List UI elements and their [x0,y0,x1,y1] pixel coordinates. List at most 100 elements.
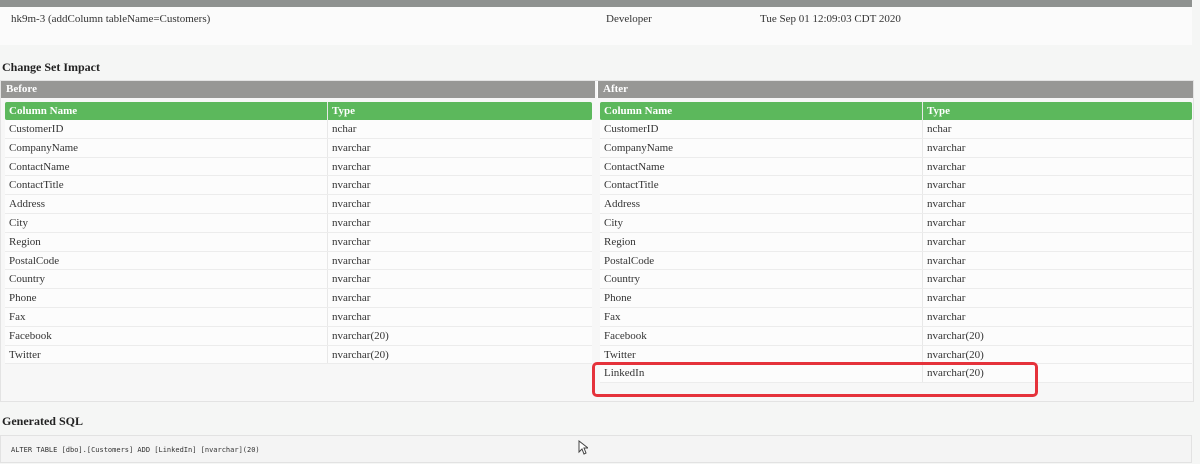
column-name: ContactName [5,157,328,176]
column-type: nvarchar [927,160,966,173]
column-type: nvarchar [332,292,371,305]
column-type: nvarchar(20) [927,348,984,361]
sql-box: ALTER TABLE [dbo].[Customers] ADD [Linke… [0,435,1192,463]
table-row: Fax nvarchar [5,307,592,327]
table-row: Facebook nvarchar(20) [5,326,592,346]
table-row: PostalCode nvarchar [600,251,1192,271]
table-row: City nvarchar [600,213,1192,233]
column-name: Fax [600,307,923,326]
column-name: CompanyName [600,138,923,157]
column-type: nvarchar [332,310,371,323]
column-name: Phone [5,289,328,307]
column-type: nvarchar(20) [332,329,389,342]
type-header: Type [927,105,951,117]
column-name: Twitter [600,345,923,364]
column-header-row: Column Name Type [600,102,1192,120]
column-name: Address [600,195,923,213]
column-type: nvarchar [332,254,371,267]
sql-title: Generated SQL [2,414,83,428]
after-header: After [597,81,1193,98]
column-type: nvarchar [927,235,966,248]
column-type: nvarchar [332,216,371,229]
column-name: CompanyName [5,138,328,157]
changeset-row: hk9m-3 (addColumn tableName=Customers) D… [0,7,1192,45]
column-name: CustomerID [600,120,923,138]
before-header: Before [1,81,595,98]
table-row: Country nvarchar [600,270,1192,290]
table-row: CompanyName nvarchar [5,138,592,158]
column-name: City [5,213,328,232]
column-name: Region [5,232,328,251]
table-row: ContactName nvarchar [5,157,592,177]
table-row: Region nvarchar [600,232,1192,252]
column-type: nvarchar [927,179,966,192]
column-type: nvarchar [927,292,966,305]
table-row: CompanyName nvarchar [600,138,1192,158]
table-row: ContactTitle nvarchar [600,176,1192,196]
column-name: PostalCode [600,251,923,270]
column-type: nvarchar [332,273,371,286]
table-row: Region nvarchar [5,232,592,252]
column-type: nchar [927,123,952,135]
column-type: nvarchar [927,310,966,323]
column-name: LinkedIn [600,364,923,383]
column-name-header: Column Name [5,102,328,120]
type-header: Type [332,105,356,117]
column-name-header: Column Name [600,102,923,120]
before-table: Column Name Type CustomerID nchar CompanyNam… [5,102,592,365]
column-header-row: Column Name Type [5,102,592,120]
column-type: nvarchar [927,254,966,267]
column-name: Country [600,270,923,289]
changeset-author: Developer [606,13,652,25]
column-name: City [600,213,923,232]
column-type: nvarchar [927,141,966,154]
after-table: Column Name Type CustomerID nchar CompanyNam… [600,102,1192,384]
column-type: nvarchar [332,235,371,248]
table-row: CustomerID nchar [5,120,592,139]
column-name: Facebook [5,326,328,345]
column-type: nchar [332,123,357,135]
column-type: nvarchar [927,216,966,229]
column-type: nvarchar [927,273,966,286]
column-name: Phone [600,289,923,307]
table-row: City nvarchar [5,213,592,233]
changeset-date: Tue Sep 01 12:09:03 CDT 2020 [760,13,901,25]
changeset-table-header [0,0,1192,7]
column-type: nvarchar(20) [927,367,984,380]
column-name: Facebook [600,326,923,345]
column-name: ContactTitle [5,176,328,195]
table-row: Twitter nvarchar(20) [5,345,592,365]
impact-title: Change Set Impact [2,60,100,74]
table-row: Address nvarchar [5,195,592,214]
impact-table: Before After Column Name Type CustomerID nc… [0,80,1194,402]
table-row: PostalCode nvarchar [5,251,592,271]
column-name: Address [5,195,328,213]
cursor-icon [578,440,588,455]
column-name: ContactName [600,157,923,176]
column-name: Fax [5,307,328,326]
table-row: Address nvarchar [600,195,1192,214]
column-type: nvarchar [332,198,371,211]
column-type: nvarchar [332,179,371,192]
table-row: Facebook nvarchar(20) [600,326,1192,346]
table-row: CustomerID nchar [600,120,1192,139]
changeset-id: hk9m-3 (addColumn tableName=Customers) [11,13,211,25]
table-row: LinkedIn nvarchar(20) [600,364,1192,384]
column-type: nvarchar [927,198,966,211]
column-type: nvarchar(20) [927,329,984,342]
column-type: nvarchar [332,160,371,173]
column-name: Country [5,270,328,289]
table-row: Phone nvarchar [5,289,592,308]
column-type: nvarchar(20) [332,348,389,361]
column-name: PostalCode [5,251,328,270]
table-row: Phone nvarchar [600,289,1192,308]
table-row: Country nvarchar [5,270,592,290]
column-type: nvarchar [332,141,371,154]
table-row: Fax nvarchar [600,307,1192,327]
highlight-box [592,362,1038,397]
table-row: ContactTitle nvarchar [5,176,592,196]
column-name: Region [600,232,923,251]
column-name: Twitter [5,345,328,364]
table-row: ContactName nvarchar [600,157,1192,177]
column-name: ContactTitle [600,176,923,195]
